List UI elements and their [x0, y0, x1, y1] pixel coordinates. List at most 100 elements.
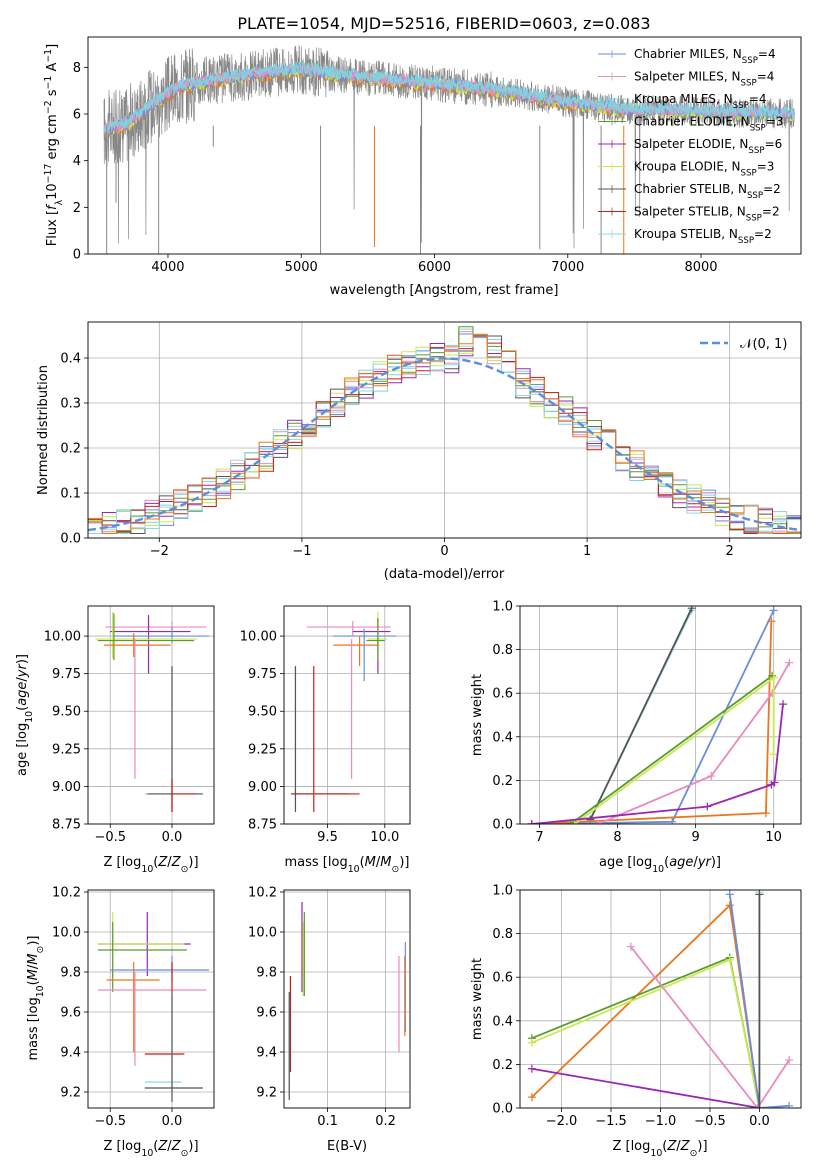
weight-point — [767, 617, 776, 626]
axes-spectrum: 4000 5000 6000 7000 8000 0 2 4 6 8 — [73, 36, 802, 275]
x-tick-label: 4000 — [151, 260, 184, 275]
axes-residuals: −2 −1 0 1 2 0.0 0.1 0.2 0.3 0.4 — [60, 321, 802, 559]
axes-frame — [283, 605, 411, 825]
plot-area — [103, 45, 795, 254]
plot-area — [527, 606, 794, 824]
x-axis-label: age [log10(age/yr)] — [599, 855, 721, 875]
y-tick-label: 0.8 — [492, 643, 513, 658]
axes-age_vs_z: −0.5 0.0 8.75 9.00 9.25 9.50 9.75 10.00 — [44, 605, 215, 845]
x-tick-label: 1 — [583, 544, 591, 559]
y-tick-label: 9.25 — [248, 742, 277, 757]
axes-frame — [87, 36, 802, 255]
y-tick-label: 0 — [73, 248, 81, 263]
y-tick-label: 0.0 — [60, 532, 81, 547]
y-tick-label: 10.00 — [44, 630, 81, 645]
y-tick-label: 0.0 — [492, 1102, 513, 1117]
axes-weight_vs_age: 7 8 9 10 0.0 0.2 0.4 0.6 0.8 1.0 — [492, 600, 802, 845]
x-tick-label: 8 — [613, 830, 621, 845]
weight-line — [570, 675, 773, 824]
x-tick-label: 9.5 — [317, 830, 338, 845]
plot-area — [527, 890, 794, 1108]
weight-point — [769, 673, 778, 682]
weight-point — [687, 606, 696, 613]
weight-point — [527, 1093, 536, 1102]
weight-point — [770, 778, 779, 787]
y-tick-label: 0.0 — [492, 818, 513, 833]
y-tick-label: 0.2 — [492, 774, 513, 789]
y-tick-label: 10.0 — [248, 926, 277, 941]
x-tick-label: −0.5 — [94, 1114, 126, 1129]
legend-label: Kroupa STELIB, NSSP=2 — [634, 227, 772, 246]
weight-point — [527, 1064, 536, 1073]
weight-line — [531, 958, 761, 1108]
y-tick-label: 0.4 — [492, 1014, 513, 1029]
legend — [598, 50, 626, 238]
y-tick-label: 10.2 — [248, 886, 277, 901]
x-tick-label: 0.2 — [375, 1114, 396, 1129]
model-spectrum-line — [103, 60, 795, 134]
legend-label: Kroupa MILES, NSSP=4 — [634, 92, 767, 111]
weight-line — [574, 676, 775, 824]
weight-line — [597, 662, 791, 824]
x-axis-label: (data-model)/error — [384, 567, 505, 582]
y-tick-label: 9.50 — [52, 705, 81, 720]
plot-area — [288, 902, 406, 1100]
x-tick-label: 5000 — [285, 260, 318, 275]
plot-area — [97, 912, 210, 1102]
y-tick-label: 9.00 — [248, 780, 277, 795]
weight-point — [755, 1104, 764, 1108]
legend-label: Chabrier STELIB, NSSP=2 — [634, 182, 781, 201]
residual-histogram — [88, 334, 801, 534]
x-axis-label: E(B-V) — [327, 1139, 367, 1154]
legend-label: Salpeter ELODIE, NSSP=6 — [634, 137, 782, 156]
weight-point — [785, 658, 794, 667]
weight-point — [769, 606, 778, 615]
weight-point — [570, 820, 579, 824]
y-tick-label: 9.6 — [256, 1006, 277, 1021]
weight-point — [785, 1056, 794, 1065]
y-axis-label: mass weight — [470, 958, 485, 1040]
weight-point — [768, 689, 777, 698]
weight-point — [707, 772, 716, 781]
legend-label: Salpeter STELIB, NSSP=2 — [634, 205, 780, 224]
plot-area — [88, 326, 801, 534]
y-tick-label: 9.4 — [60, 1046, 81, 1061]
weight-point — [527, 820, 536, 824]
weight-point — [527, 1038, 536, 1047]
x-axis-label: Z [log10(Z/Z⊙)] — [103, 855, 198, 875]
weight-point — [725, 955, 734, 964]
x-tick-label: 7000 — [551, 260, 584, 275]
axes-frame — [519, 889, 802, 1109]
weight-point — [779, 700, 788, 709]
x-tick-label: 0.1 — [317, 1114, 338, 1129]
weight-point — [753, 1104, 762, 1108]
x-tick-label: 7 — [535, 830, 543, 845]
y-tick-label: 4 — [73, 154, 81, 169]
x-tick-label: 0.0 — [162, 830, 183, 845]
weight-point — [725, 890, 734, 899]
y-tick-label: 9.75 — [52, 667, 81, 682]
x-tick-label: 8000 — [684, 260, 717, 275]
axes-frame — [87, 321, 802, 539]
x-tick-label: 0.0 — [162, 1114, 183, 1129]
x-tick-label: 6000 — [418, 260, 451, 275]
x-tick-label: 10 — [765, 830, 782, 845]
x-tick-label: −1 — [292, 544, 311, 559]
x-tick-label: −2.0 — [546, 1114, 578, 1129]
y-tick-label: 0.6 — [492, 687, 513, 702]
y-tick-label: 9.25 — [52, 742, 81, 757]
x-tick-label: 0.0 — [749, 1114, 770, 1129]
weight-point — [785, 1101, 794, 1108]
x-axis-label: Z [log10(Z/Z⊙)] — [103, 1139, 198, 1159]
y-tick-label: 9.2 — [256, 1086, 277, 1101]
y-tick-label: 0.2 — [492, 1058, 513, 1073]
y-axis-label: age [log10(age/yr)] — [15, 654, 35, 776]
figure-title: PLATE=1054, MJD=52516, FIBERID=0603, z=0… — [237, 14, 650, 33]
x-axis-label: wavelength [Angstrom, rest frame] — [330, 283, 559, 298]
y-tick-label: 2 — [73, 201, 81, 216]
weight-point — [566, 820, 575, 824]
weight-point — [755, 890, 764, 899]
x-tick-label: 0 — [440, 544, 448, 559]
legend-label: Chabrier ELODIE, NSSP=3 — [634, 115, 783, 134]
y-tick-label: 8.75 — [248, 818, 277, 833]
